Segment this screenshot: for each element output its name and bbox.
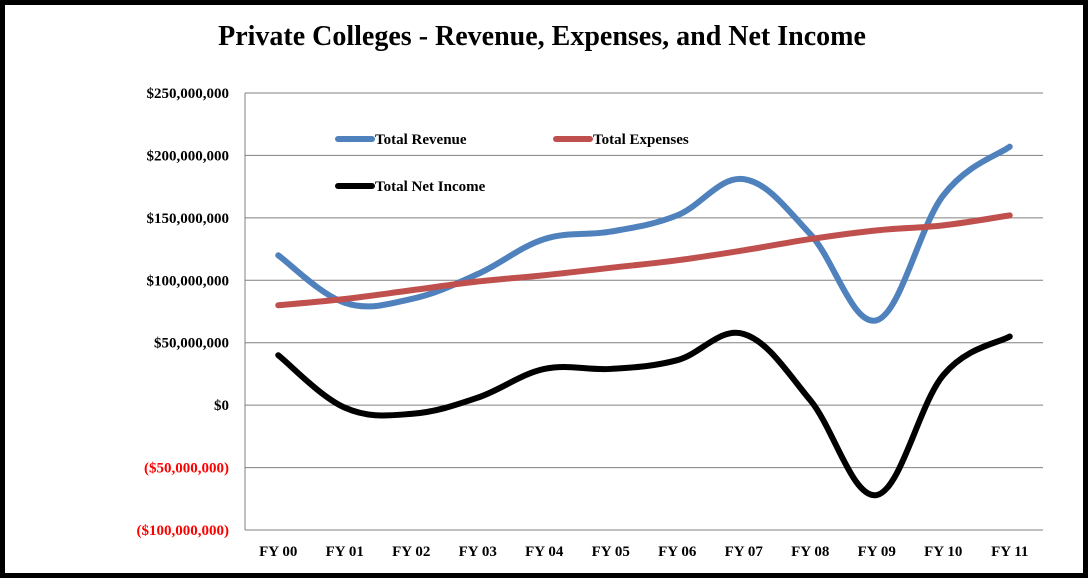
- x-tick-label: FY 02: [392, 544, 430, 560]
- series-total-revenue-line: [275, 143, 1013, 324]
- series-total-net-income-line: [275, 329, 1013, 499]
- x-tick-label: FY 06: [658, 544, 697, 560]
- legend-label: Total Expenses: [593, 132, 689, 148]
- y-tick-label: $150,000,000: [147, 211, 230, 227]
- x-tick-label: FY 10: [924, 544, 962, 560]
- x-tick-label: FY 07: [725, 544, 764, 560]
- x-tick-label: FY 05: [592, 544, 630, 560]
- legend-total-revenue: Total Revenue: [335, 132, 467, 148]
- y-tick-label: $200,000,000: [147, 148, 230, 164]
- x-tick-label: FY 11: [991, 544, 1028, 560]
- x-tick-label: FY 04: [525, 544, 564, 560]
- chart-title: Private Colleges - Revenue, Expenses, an…: [218, 21, 866, 52]
- legend-total-net-income: Total Net Income: [335, 179, 486, 195]
- y-tick-label: ($100,000,000): [137, 523, 230, 539]
- legend-label: Total Net Income: [375, 179, 486, 195]
- y-tick-label: $250,000,000: [147, 86, 230, 102]
- y-tick-label: $100,000,000: [147, 273, 230, 289]
- legend-label: Total Revenue: [375, 132, 467, 148]
- y-tick-label: ($50,000,000): [144, 461, 229, 477]
- x-tick-label: FY 08: [791, 544, 829, 560]
- x-tick-label: FY 03: [459, 544, 497, 560]
- x-tick-label: FY 01: [326, 544, 364, 560]
- legend-total-expenses: Total Expenses: [553, 132, 689, 148]
- y-tick-label: $0: [214, 398, 229, 414]
- x-tick-label: FY 09: [858, 544, 896, 560]
- y-tick-label: $50,000,000: [154, 336, 229, 352]
- x-tick-label: FY 00: [259, 544, 297, 560]
- series-total-expenses-line: [275, 212, 1013, 309]
